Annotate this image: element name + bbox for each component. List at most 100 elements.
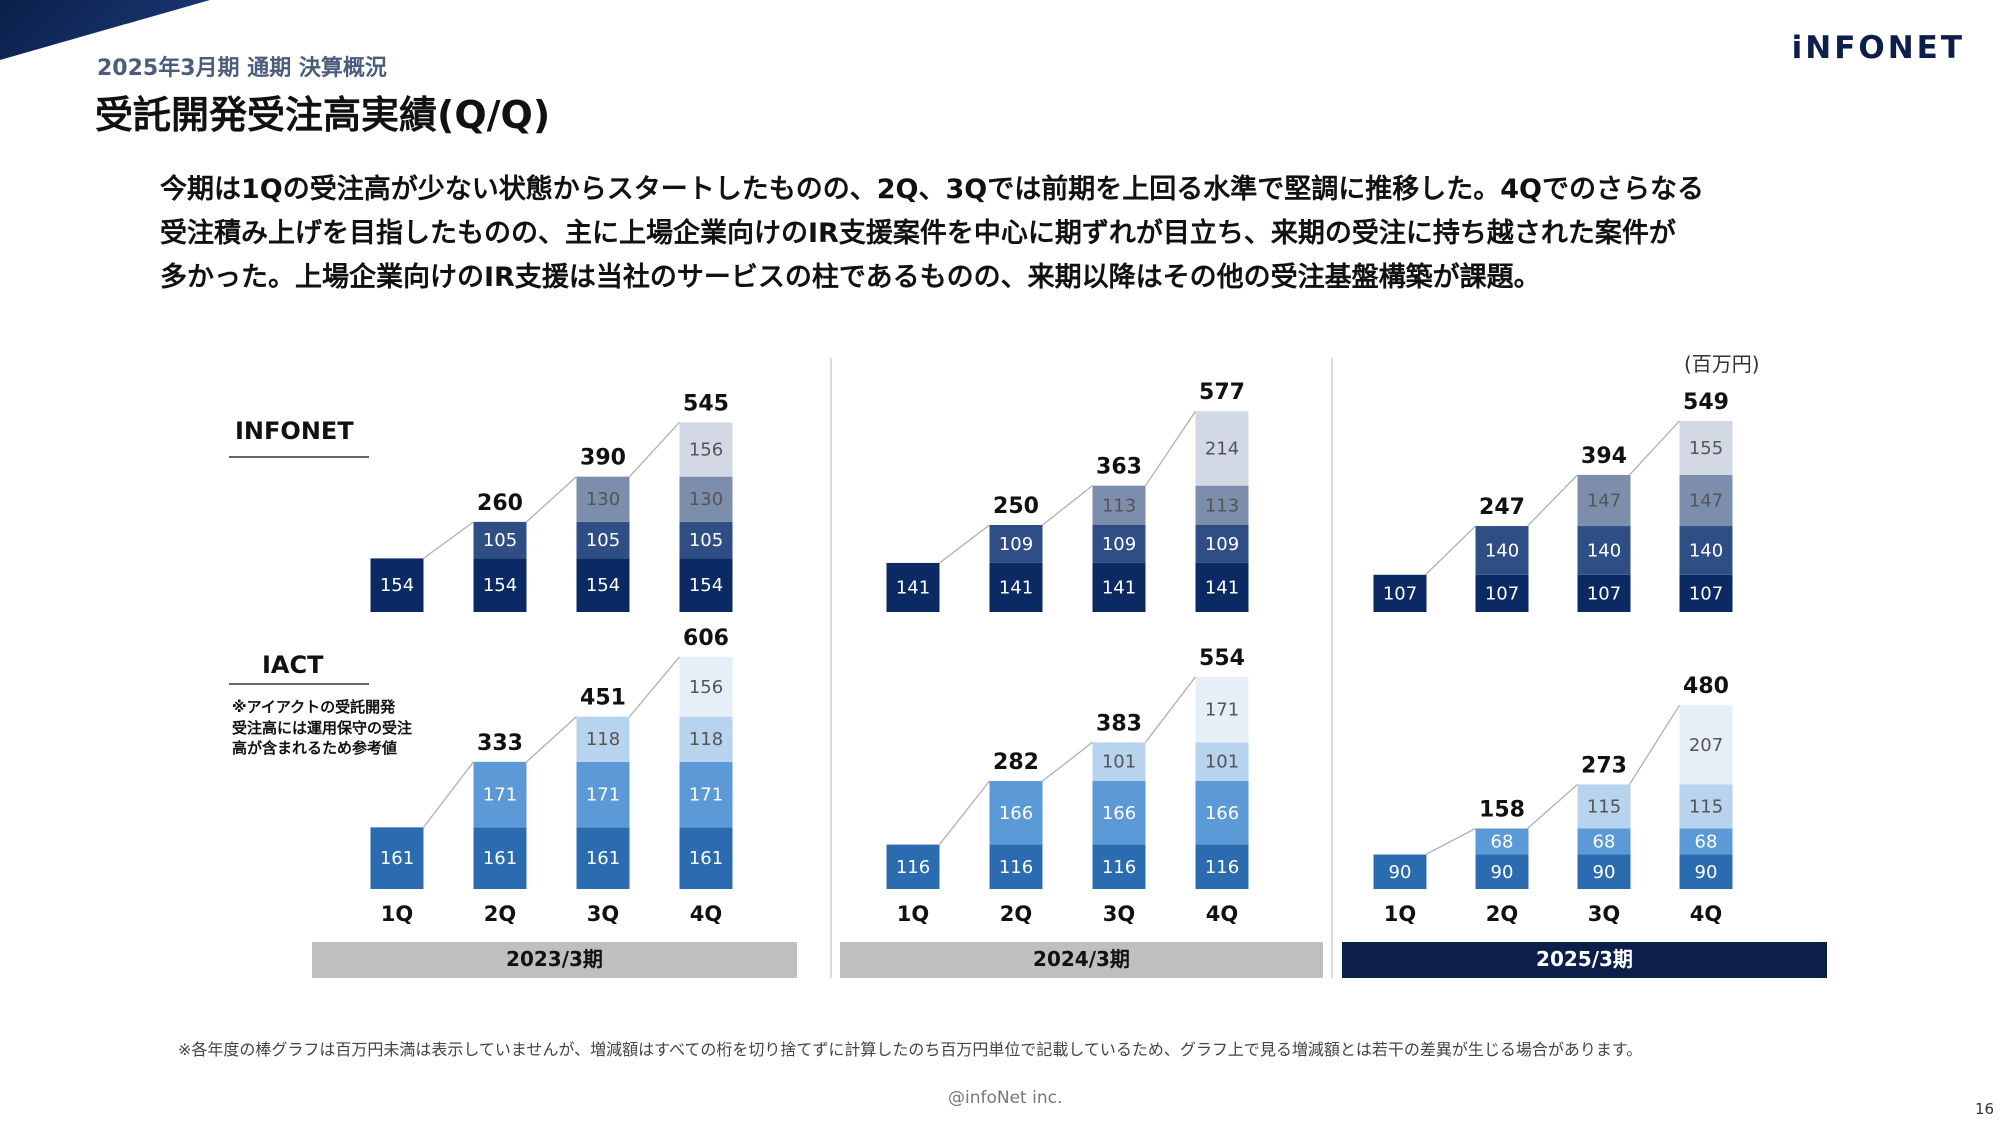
- iact-connector-line: [1042, 741, 1093, 782]
- infonet-bar-segment: [1475, 574, 1529, 612]
- infonet-segment-label: 154: [483, 575, 517, 596]
- iact-segment-label: 166: [999, 803, 1033, 824]
- iact-segment-label: 116: [999, 857, 1033, 878]
- quarter-label: 3Q: [1103, 902, 1135, 926]
- iact-segment-label: 166: [1102, 803, 1136, 824]
- infonet-bar-segment: [1679, 474, 1733, 527]
- iact-segment-label: 90: [1593, 862, 1616, 883]
- iact-segment-label: 207: [1689, 735, 1723, 756]
- infonet-bar-segment: [679, 558, 733, 612]
- iact-segment-label: 116: [1102, 857, 1136, 878]
- infonet-segment-label: 113: [1102, 495, 1136, 516]
- iact-bar-segment: [473, 761, 527, 828]
- copyright: @infoNet inc.: [948, 1088, 1063, 1108]
- infonet-segment-label: 147: [1587, 490, 1621, 511]
- infonet-bar-segment: [1195, 562, 1249, 612]
- infonet-segment-label: 156: [689, 439, 723, 460]
- iact-total-label: 158: [1479, 797, 1525, 822]
- iact-segment-label: 161: [483, 848, 517, 869]
- summary-line-3: 多かった。上場企業向けのIR支援は当社のサービスの柱であるものの、来期以降はその…: [160, 262, 1541, 293]
- iact-segment-label: 90: [1695, 862, 1718, 883]
- iact-bar-segment: [679, 827, 733, 889]
- iact-segment-label: 156: [689, 677, 723, 698]
- iact-bar-segment: [679, 656, 733, 717]
- infonet-segment-label: 140: [1587, 540, 1621, 561]
- iact-segment-label: 171: [586, 785, 620, 806]
- period-bar: [840, 942, 1323, 978]
- infonet-connector-line: [1144, 410, 1197, 487]
- infonet-bar-segment: [576, 521, 630, 559]
- infonet-segment-label: 141: [1205, 577, 1239, 598]
- infonet-segment-label: 147: [1689, 490, 1723, 511]
- iact-note-line: ※アイアクトの受託開発: [232, 698, 396, 716]
- iact-bar-segment: [1475, 854, 1529, 889]
- infonet-segment-label: 109: [999, 534, 1033, 555]
- iact-bar-segment: [1577, 784, 1631, 829]
- infonet-segment-label: 141: [896, 577, 930, 598]
- iact-segment-label: 116: [1205, 857, 1239, 878]
- infonet-bar-segment: [679, 422, 733, 477]
- infonet-segment-label: 107: [1485, 583, 1519, 604]
- infonet-bar-segment: [886, 562, 940, 612]
- infonet-bar-segment: [473, 558, 527, 612]
- infonet-connector-line: [1629, 420, 1680, 476]
- infonet-series-label: INFONET: [235, 417, 354, 445]
- summary-line-1: 今期は1Qの受注高が少ない状態からスタートしたものの、2Q、3Qでは前期を上回る…: [160, 174, 1704, 205]
- iact-connector-line: [1425, 827, 1476, 856]
- infonet-bar-segment: [1195, 411, 1249, 486]
- infonet-segment-label: 113: [1205, 495, 1239, 516]
- iact-bar-segment: [1679, 705, 1733, 785]
- infonet-bar-segment: [679, 521, 733, 559]
- company-logo: iNFONET: [1791, 30, 1965, 66]
- infonet-segment-label: 154: [380, 575, 414, 596]
- infonet-segment-label: 140: [1485, 540, 1519, 561]
- iact-bar-segment: [679, 761, 733, 828]
- infonet-bar-segment: [989, 525, 1043, 563]
- period-label: 2023/3期: [506, 947, 603, 971]
- quarter-label: 3Q: [1588, 902, 1620, 926]
- infonet-segment-label: 105: [689, 530, 723, 551]
- iact-connector-line: [1527, 783, 1578, 829]
- iact-segment-label: 68: [1593, 832, 1616, 853]
- infonet-total-label: 394: [1581, 444, 1627, 469]
- infonet-connector-line: [423, 521, 474, 559]
- iact-bar-segment: [1195, 742, 1249, 781]
- infonet-bar-segment: [1679, 574, 1733, 612]
- quarter-label: 4Q: [1206, 902, 1238, 926]
- iact-segment-label: 90: [1389, 862, 1412, 883]
- infonet-segment-label: 140: [1689, 540, 1723, 561]
- iact-segment-label: 68: [1695, 832, 1718, 853]
- iact-bar-segment: [576, 827, 630, 889]
- infonet-total-label: 250: [993, 494, 1039, 519]
- iact-segment-label: 116: [896, 857, 930, 878]
- iact-segment-label: 118: [689, 729, 723, 750]
- infonet-total-label: 247: [1479, 495, 1525, 520]
- infonet-bar-segment: [1679, 526, 1733, 575]
- iact-bar-segment: [1195, 676, 1249, 743]
- iact-bar-segment: [989, 780, 1043, 845]
- quarter-label: 4Q: [690, 902, 722, 926]
- infonet-segment-label: 105: [483, 530, 517, 551]
- infonet-segment-label: 109: [1102, 534, 1136, 555]
- iact-bar-segment: [1679, 784, 1733, 829]
- infonet-bar-segment: [989, 562, 1043, 612]
- iact-bar-segment: [1092, 844, 1146, 889]
- iact-segment-label: 101: [1205, 752, 1239, 773]
- iact-bar-segment: [1195, 844, 1249, 889]
- period-label: 2024/3期: [1033, 947, 1130, 971]
- infonet-bar-segment: [473, 521, 527, 559]
- iact-bar-segment: [1373, 854, 1427, 889]
- infonet-bar-segment: [1092, 562, 1146, 612]
- iact-total-label: 606: [683, 626, 729, 651]
- page-number: 16: [1975, 1100, 1995, 1118]
- infonet-total-label: 390: [580, 446, 626, 471]
- infonet-bar-segment: [576, 476, 630, 522]
- infonet-total-label: 260: [477, 491, 523, 516]
- iact-connector-line: [422, 761, 475, 828]
- infonet-bar-segment: [1475, 526, 1529, 575]
- iact-bar-segment: [679, 716, 733, 762]
- iact-bar-segment: [370, 827, 424, 889]
- infonet-bar-segment: [1373, 574, 1427, 612]
- infonet-segment-label: 130: [586, 489, 620, 510]
- iact-bar-segment: [576, 716, 630, 762]
